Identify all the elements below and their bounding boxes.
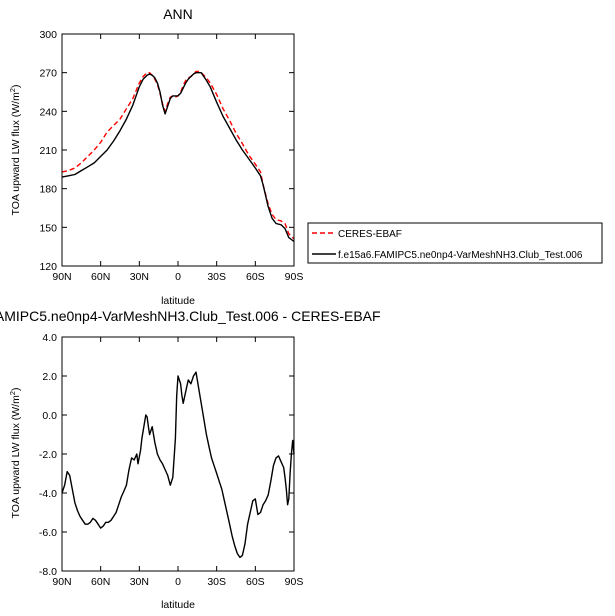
top-x-tick-label: 0: [175, 271, 181, 283]
top-y-tick-label: 240: [39, 106, 57, 118]
top-chart-title: ANN: [163, 6, 193, 22]
top-y-axis-label-main: TOA upward LW flux (W/m: [10, 92, 22, 216]
bottom-chart-title: 6.FAMIPC5.ne0np4-VarMeshNH3.Club_Test.00…: [0, 308, 381, 324]
top-series-line-0: [61, 70, 295, 240]
top-y-tick-label: 270: [39, 68, 57, 80]
bottom-y-tick-label: 4.0: [42, 332, 57, 344]
bottom-x-tick-label: 30N: [130, 576, 149, 588]
bottom-x-tick-label: 30S: [207, 576, 226, 588]
top-y-axis-label: TOA upward LW flux (W/m2): [8, 85, 22, 216]
bottom-x-tick-label: 0: [175, 576, 181, 588]
top-plot-frame: [61, 33, 295, 267]
bottom-y-tick-label: -4.0: [39, 488, 57, 500]
bottom-x-tick-label: 90S: [285, 576, 304, 588]
top-series-line-1: [61, 71, 295, 243]
bottom-x-tick-label: 90N: [52, 576, 71, 588]
top-y-tick-label: 120: [39, 261, 57, 273]
bottom-x-tick-label: 60S: [246, 576, 265, 588]
top-y-tick-label: 150: [39, 222, 57, 234]
top-x-tick-label: 60N: [91, 271, 110, 283]
bottom-y-axis-label: TOA upward LW flux (W/m2): [8, 388, 22, 519]
bottom-x-tick-label: 60N: [91, 576, 110, 588]
bottom-y-tick-label: -6.0: [39, 527, 57, 539]
top-y-axis-label-close: ): [10, 85, 22, 89]
legend-entry-model: f.e15a6.FAMIPC5.ne0np4-VarMeshNH3.Club_T…: [338, 250, 583, 261]
bottom-y-tick-label: -2.0: [39, 449, 57, 461]
bottom-y-axis-label-close: ): [10, 388, 22, 392]
bottom-y-tick-label: 0.0: [42, 410, 57, 422]
top-x-tick-label: 30N: [130, 271, 149, 283]
top-x-tick-label: 30S: [207, 271, 226, 283]
top-panel: ANN 120 150 180 210 240 270 300 90N 60N 30N 0 30S 60…: [8, 6, 603, 307]
bottom-x-axis-label: latitude: [161, 599, 195, 611]
top-y-tick-label: 210: [39, 145, 57, 157]
legend-entry-ceres: CERES-EBAF: [338, 229, 402, 240]
bottom-panel: 6.FAMIPC5.ne0np4-VarMeshNH3.Club_Test.00…: [0, 308, 381, 611]
bottom-y-axis-label-sup: 2: [8, 391, 17, 395]
bottom-series-line-0: [61, 371, 295, 559]
bottom-plot-area: -8.0 -6.0 -4.0 -2.0 0.0 2.0 4.0 90N 60N 30N 0 30S 60…: [39, 332, 303, 588]
top-x-tick-label: 60S: [246, 271, 265, 283]
top-y-tick-label: 300: [39, 29, 57, 41]
top-x-tick-label: 90S: [285, 271, 304, 283]
top-y-tick-label: 180: [39, 184, 57, 196]
bottom-plot-frame: [61, 336, 295, 572]
bottom-y-tick-label: 2.0: [42, 371, 57, 383]
bottom-y-tick-label: -8.0: [39, 566, 57, 578]
legend-box: [307, 222, 603, 264]
legend: CERES-EBAF f.e15a6.FAMIPC5.ne0np4-VarMes…: [307, 222, 603, 264]
top-x-tick-label: 90N: [52, 271, 71, 283]
top-plot-area: 120 150 180 210 240 270 300 90N 60N 30N 0 30S 60S 90S: [39, 29, 303, 283]
bottom-y-axis-label-main: TOA upward LW flux (W/m: [10, 395, 22, 519]
top-x-axis-label: latitude: [161, 295, 195, 307]
top-y-axis-label-sup: 2: [8, 88, 17, 92]
